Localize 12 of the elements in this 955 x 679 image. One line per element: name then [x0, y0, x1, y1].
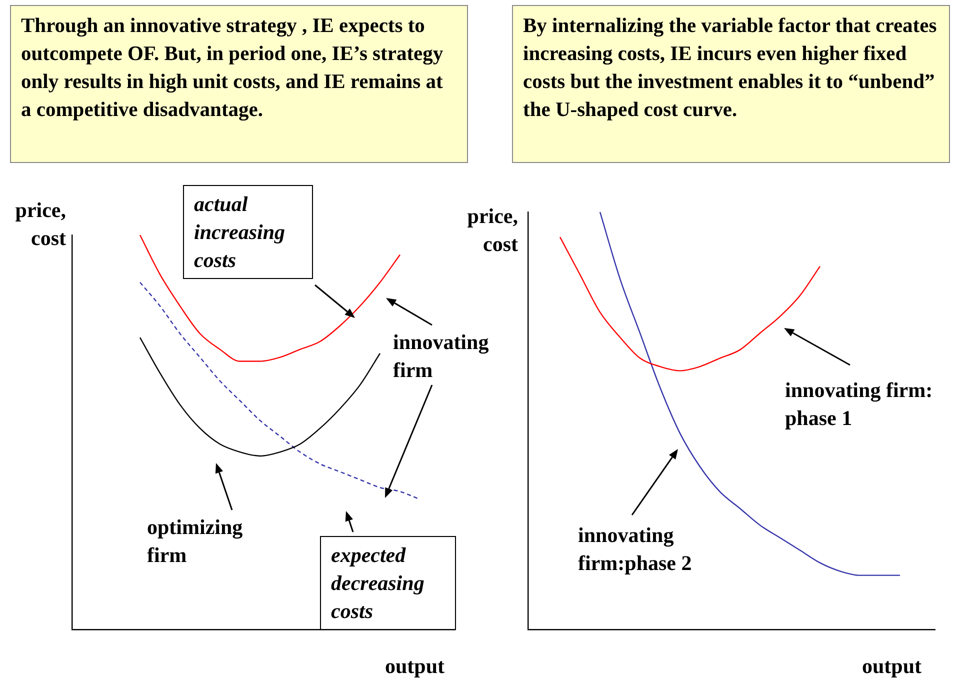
- x-axis-title: output: [385, 653, 445, 679]
- chart-title: Through an innovative strategy , IE expects to outcompete OF. But, in period one, IE’s strategy only results in high unit costs, and IE remains at a competitive disadvantage.: [10, 5, 468, 163]
- x-axis-title: output: [862, 653, 922, 679]
- annotation: actual increasing costs: [183, 185, 313, 279]
- annotation: optimizing firm: [147, 514, 244, 569]
- chart-title: By internalizing the variable factor that creates increasing costs, IE incurs even higher fixed costs but the investment enables it to “unbend” the U-shaped cost curve.: [512, 5, 950, 163]
- annotation: innovating firm:phase 2: [578, 522, 693, 577]
- annotation: innovating firm: [393, 329, 490, 384]
- y-axis-title: price, cost: [466, 203, 518, 258]
- y-axis-title: price, cost: [14, 197, 66, 252]
- annotation: innovating firm: phase 1: [785, 377, 934, 432]
- annotation: expected decreasing costs: [320, 536, 456, 630]
